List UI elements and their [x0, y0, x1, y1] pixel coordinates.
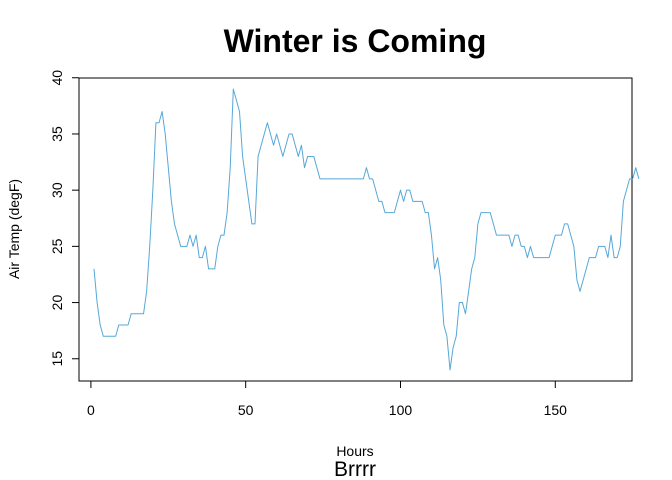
chart-title: Winter is Coming [224, 23, 487, 59]
x-axis-label: Hours [336, 443, 373, 459]
y-tick-label: 20 [49, 295, 65, 311]
x-tick-label: 0 [87, 402, 95, 418]
y-tick-label: 30 [49, 182, 65, 198]
chart-subtitle: Brrrr [334, 458, 376, 480]
y-axis: 15 20 25 30 35 40 [49, 70, 80, 367]
temperature-series-line [93, 88, 640, 371]
y-axis-label: Air Temp (degF) [6, 179, 22, 279]
y-tick-label: 35 [49, 126, 65, 142]
x-axis: 0 50 100 150 [87, 380, 568, 418]
y-tick-label: 25 [49, 238, 65, 254]
x-tick-label: 150 [544, 402, 568, 418]
y-tick-label: 15 [49, 351, 65, 367]
plot-box [78, 77, 633, 382]
y-tick-label: 40 [49, 70, 65, 86]
x-tick-label: 50 [238, 402, 254, 418]
x-tick-label: 100 [389, 402, 413, 418]
